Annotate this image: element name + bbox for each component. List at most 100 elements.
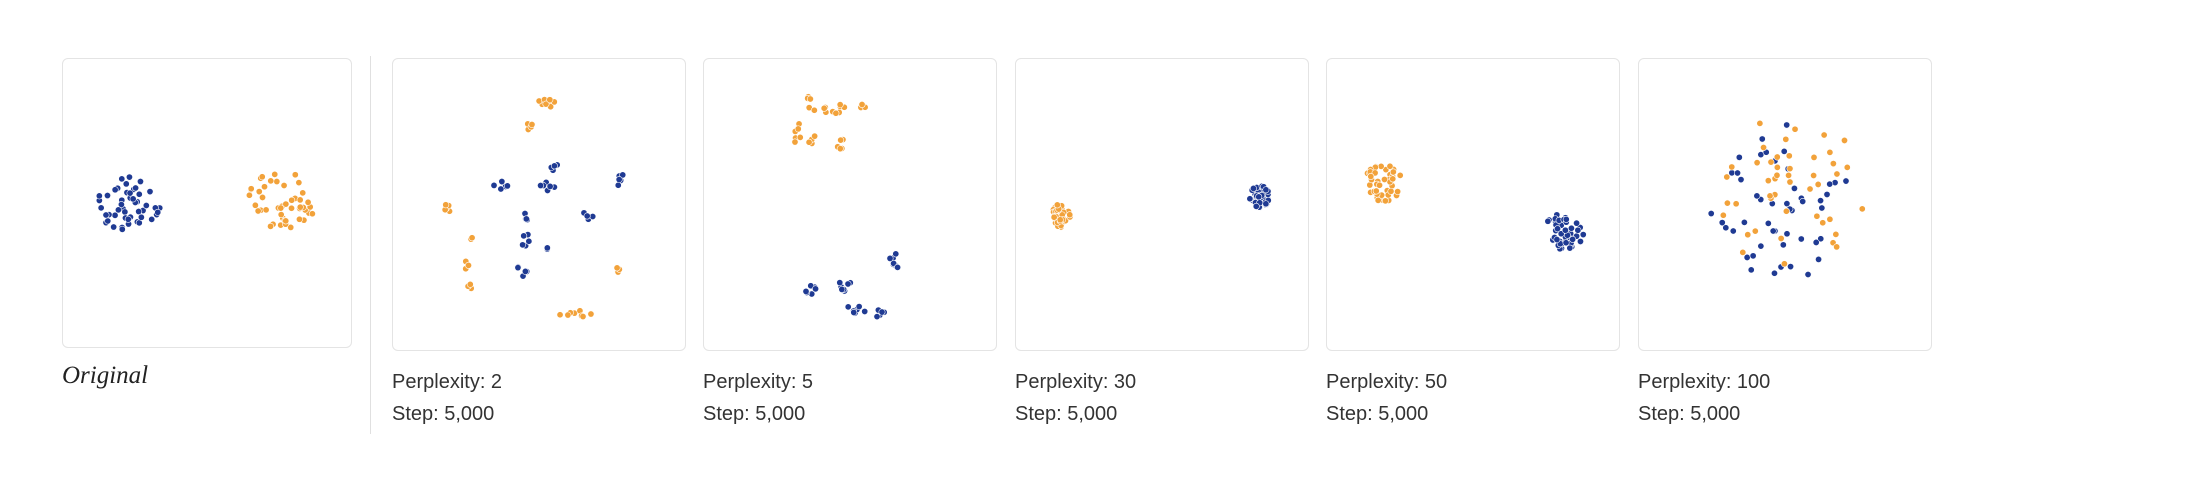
scatter-point-series-1 [528, 121, 536, 129]
original-scatter-panel [62, 58, 352, 348]
scatter-point-series-1 [1574, 226, 1582, 234]
scatter-point-series-1 [802, 287, 810, 295]
perplexity-100-scatter-plot [1707, 119, 1866, 278]
panel-divider [370, 56, 371, 434]
scatter-point-series-1 [277, 204, 285, 212]
scatter-point-series-0 [1799, 198, 1807, 205]
scatter-point-series-0 [832, 109, 840, 117]
scatter-point-series-0 [521, 267, 529, 275]
scatter-point-series-1 [1723, 199, 1731, 207]
scatter-point-series-0 [111, 186, 119, 194]
scatter-point-series-0 [1817, 235, 1825, 243]
scatter-point-series-1 [291, 171, 299, 179]
scatter-point-series-0 [490, 181, 498, 189]
scatter-point-series-1 [1841, 136, 1848, 144]
scatter-point-series-0 [1787, 263, 1795, 271]
scatter-point-series-1 [468, 234, 476, 242]
scatter-point-series-0 [102, 211, 110, 219]
perplexity-label: Perplexity: 50 [1326, 371, 1448, 393]
scatter-point-series-1 [1829, 160, 1837, 168]
scatter-point-series-1 [1791, 125, 1799, 133]
scatter-point-series-0 [1737, 176, 1745, 184]
scatter-point-series-1 [1773, 171, 1781, 179]
scatter-point-series-1 [1576, 237, 1584, 245]
scatter-point-series-1 [259, 193, 266, 201]
scatter-point-series-1 [442, 201, 450, 209]
perplexity-2-scatter-plot [441, 96, 627, 321]
scatter-point-series-0 [129, 195, 137, 203]
scatter-point-series-1 [1554, 225, 1561, 233]
scatter-point-series-0 [110, 223, 118, 231]
scatter-point-series-0 [550, 162, 558, 170]
scatter-point-series-0 [1783, 121, 1791, 129]
scatter-point-series-1 [1262, 186, 1270, 194]
scatter-point-series-1 [1753, 159, 1761, 167]
scatter-point-series-1 [271, 170, 279, 178]
scatter-point-series-0 [810, 106, 818, 114]
scatter-point-series-0 [1818, 204, 1826, 212]
scatter-point-series-0 [117, 201, 125, 209]
scatter-point-series-1 [1562, 215, 1570, 223]
scatter-point-series-1 [1723, 173, 1731, 181]
scatter-point-series-1 [295, 215, 303, 223]
scatter-point-series-1 [1833, 170, 1841, 178]
scatter-point-series-0 [836, 145, 844, 153]
scatter-point-series-1 [255, 188, 263, 196]
scatter-point-series-1 [1760, 144, 1768, 151]
scatter-point-series-1 [288, 196, 296, 204]
scatter-point-series-1 [254, 207, 262, 215]
perplexity-label: Perplexity: 5 [703, 371, 814, 393]
scatter-point-series-0 [1396, 171, 1404, 179]
scatter-point-series-1 [280, 182, 288, 189]
scatter-point-series-1 [282, 217, 290, 225]
scatter-point-series-1 [288, 204, 295, 212]
scatter-point-series-0 [104, 217, 112, 225]
step-label: Step: 5,000 [1015, 403, 1118, 425]
scatter-point-series-0 [114, 206, 122, 214]
scatter-point-series-1 [273, 178, 281, 186]
scatter-point-series-1 [1777, 234, 1785, 242]
scatter-point-series-0 [805, 138, 813, 146]
perplexity-5-caption: Perplexity: 5 Step: 5,000 [703, 366, 813, 430]
scatter-point-series-0 [1707, 210, 1715, 218]
scatter-point-series-1 [861, 307, 869, 315]
scatter-point-series-0 [1747, 266, 1755, 274]
scatter-point-series-1 [277, 211, 285, 219]
scatter-point-series-1 [1756, 119, 1764, 127]
scatter-point-series-1 [1744, 231, 1752, 239]
perplexity-30-scatter-plot [1049, 182, 1272, 231]
scatter-point-series-1 [1820, 131, 1828, 139]
scatter-point-series-1 [296, 196, 304, 204]
scatter-point-series-1 [1785, 171, 1793, 179]
scatter-point-series-1 [1786, 178, 1794, 186]
scatter-point-series-1 [1739, 248, 1747, 256]
scatter-point-series-1 [1833, 243, 1841, 251]
scatter-point-series-1 [245, 191, 253, 199]
scatter-point-series-1 [1553, 236, 1561, 244]
scatter-point-series-0 [1823, 190, 1831, 198]
scatter-point-series-1 [267, 177, 275, 185]
scatter-point-series-1 [1773, 153, 1781, 161]
scatter-point-series-0 [1783, 230, 1791, 238]
scatter-point-series-0 [1743, 253, 1751, 261]
perplexity-label: Perplexity: 2 [392, 371, 503, 393]
scatter-point-series-1 [579, 313, 587, 321]
scatter-point-series-0 [1790, 184, 1798, 192]
scatter-point-series-0 [135, 208, 143, 216]
scatter-point-series-0 [498, 178, 506, 186]
scatter-point-series-1 [1826, 215, 1834, 223]
scatter-point-series-0 [1389, 168, 1397, 176]
scatter-point-series-1 [1569, 235, 1577, 243]
scatter-point-series-1 [1562, 239, 1570, 247]
scatter-point-series-0 [836, 101, 844, 109]
scatter-point-series-0 [858, 101, 866, 108]
scatter-point-series-0 [837, 136, 845, 144]
perplexity-5-scatter-panel [703, 58, 997, 351]
scatter-point-series-0 [142, 202, 150, 209]
scatter-point-series-1 [267, 222, 275, 230]
scatter-point-series-1 [1832, 230, 1840, 238]
scatter-point-series-0 [1376, 181, 1384, 189]
scatter-point-series-0 [135, 190, 143, 198]
scatter-point-series-0 [1749, 252, 1757, 260]
